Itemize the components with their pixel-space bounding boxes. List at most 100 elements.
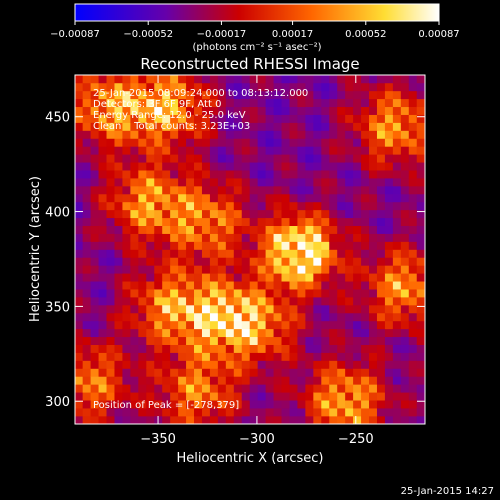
heatmap-cell	[75, 217, 84, 227]
heatmap-cell	[82, 376, 92, 385]
heatmap-cell	[146, 154, 155, 163]
heatmap-cell	[249, 344, 259, 353]
heatmap-cell	[130, 106, 139, 115]
heatmap-cell	[392, 320, 402, 330]
heatmap-cell	[257, 138, 267, 147]
heatmap-cell	[114, 169, 124, 179]
heatmap-cell	[361, 161, 370, 171]
heatmap-cell	[392, 360, 402, 369]
annotation-energy-range: Energy Range: 12.0 - 25.0 keV	[93, 110, 246, 121]
heatmap-cell	[297, 376, 306, 385]
heatmap-cell	[114, 257, 124, 266]
heatmap-cell	[114, 185, 124, 195]
heatmap-cell	[361, 241, 370, 250]
heatmap-cell	[376, 399, 386, 409]
heatmap-cell	[82, 75, 92, 84]
heatmap-cell	[170, 201, 179, 211]
heatmap-cell	[416, 280, 425, 290]
heatmap-cell	[353, 368, 362, 377]
heatmap-cell	[114, 272, 124, 282]
heatmap-cell	[225, 352, 235, 361]
heatmap-cell	[130, 98, 139, 108]
heatmap-cell	[249, 376, 259, 385]
heatmap-cell	[146, 201, 155, 211]
heatmap-cell	[75, 209, 84, 219]
heatmap-cell	[408, 106, 418, 115]
heatmap-cell	[154, 98, 163, 108]
heatmap-cell	[321, 201, 330, 211]
heatmap-cell	[75, 312, 84, 322]
heatmap-cell	[114, 360, 124, 369]
heatmap-cell	[122, 257, 131, 266]
heatmap-cell	[225, 209, 235, 219]
heatmap-cell	[265, 399, 275, 409]
heatmap-cell	[400, 98, 410, 108]
heatmap-cell	[249, 257, 259, 266]
heatmap-cell	[305, 122, 314, 131]
heatmap-cell	[289, 352, 299, 361]
heatmap-cell	[345, 312, 354, 322]
heatmap-cell	[217, 328, 227, 338]
heatmap-cell	[75, 130, 84, 139]
heatmap-cell	[217, 106, 227, 115]
heatmap-cell	[329, 257, 338, 266]
heatmap-cell	[162, 384, 171, 393]
heatmap-cell	[241, 257, 251, 266]
heatmap-cell	[138, 161, 147, 171]
heatmap-cell	[90, 201, 100, 211]
heatmap-cell	[194, 114, 203, 123]
heatmap-cell	[170, 177, 179, 187]
heatmap-cell	[138, 209, 147, 219]
heatmap-cell	[209, 201, 219, 211]
heatmap-cell	[146, 130, 155, 139]
heatmap-cell	[361, 138, 370, 147]
heatmap-cell	[384, 154, 394, 163]
heatmap-cell	[337, 161, 346, 171]
heatmap-cell	[170, 138, 179, 147]
heatmap-cell	[122, 193, 131, 203]
heatmap-cell	[154, 193, 163, 203]
heatmap-cell	[305, 399, 314, 409]
heatmap-cell	[353, 328, 362, 338]
heatmap-cell	[233, 272, 243, 282]
heatmap-cell	[249, 360, 259, 369]
heatmap-cell	[384, 328, 394, 338]
heatmap-cell	[369, 241, 378, 250]
heatmap-cell	[114, 130, 124, 139]
heatmap-cell	[170, 304, 179, 314]
heatmap-cell	[249, 114, 259, 123]
heatmap-cell	[337, 114, 346, 123]
heatmap-cell	[201, 138, 211, 147]
heatmap-cell	[186, 185, 195, 195]
heatmap-cell	[265, 257, 275, 266]
heatmap-cell	[273, 336, 283, 345]
heatmap-cell	[337, 233, 346, 242]
heatmap-cell	[297, 138, 306, 147]
heatmap-cell	[289, 209, 299, 219]
heatmap-cell	[154, 368, 163, 377]
heatmap-cell	[273, 257, 283, 266]
heatmap-cell	[75, 296, 84, 306]
heatmap-cell	[337, 201, 346, 211]
heatmap-cell	[345, 233, 354, 242]
heatmap-cell	[281, 106, 291, 115]
heatmap-cell	[209, 272, 219, 282]
heatmap-cell	[233, 98, 243, 108]
heatmap-cell	[345, 336, 354, 345]
heatmap-cell	[146, 320, 155, 330]
heatmap-cell	[265, 177, 275, 187]
heatmap-cell	[384, 185, 394, 195]
heatmap-cell	[162, 146, 171, 155]
heatmap-cell	[257, 169, 267, 179]
heatmap-cell	[361, 280, 370, 290]
heatmap-cell	[201, 296, 211, 306]
heatmap-cell	[337, 146, 346, 155]
heatmap-cell	[138, 233, 147, 242]
heatmap-cell	[289, 272, 299, 282]
heatmap-cell	[75, 336, 84, 345]
heatmap-cell	[392, 265, 402, 274]
heatmap-cell	[313, 296, 322, 306]
heatmap-cell	[225, 177, 235, 187]
heatmap-cell	[138, 138, 147, 147]
heatmap-cell	[201, 407, 211, 417]
